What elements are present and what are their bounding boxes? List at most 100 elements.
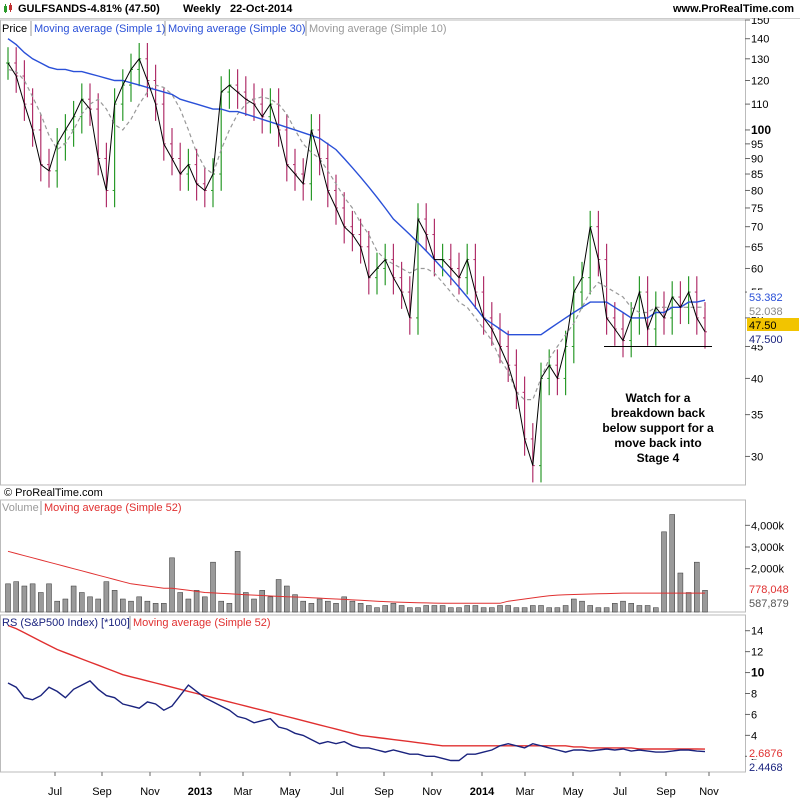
rs-value-tag: 2.4468 [749, 762, 783, 774]
volume-bar [128, 600, 134, 613]
volume-bar [653, 607, 659, 613]
volume-bar [513, 607, 520, 613]
volume-bar [702, 590, 708, 613]
price-panel: 1501401301201101009590858075706560555045… [0, 18, 799, 486]
price-y-tick-label: 70 [751, 222, 763, 234]
volume-bar [243, 592, 249, 613]
site-url[interactable]: www.ProRealTime.com [672, 3, 794, 15]
volume-bar [54, 600, 60, 613]
price-y-tick-label: 75 [751, 203, 763, 215]
price-y-tick-label: 140 [751, 34, 769, 46]
ma30-value-tag-bg [747, 290, 799, 303]
volume-bar [325, 600, 331, 613]
volume-bar [333, 603, 339, 613]
volume-bar [152, 603, 159, 613]
volume-bar [38, 592, 44, 613]
volume-bar [398, 605, 405, 613]
volume-frame [0, 499, 746, 613]
volume-bar [292, 594, 298, 613]
volume-bar [349, 600, 356, 613]
chart-date: 22-Oct-2014 [230, 3, 293, 15]
volume-bar [636, 605, 643, 613]
volume-legend-item: Moving average (Simple 52) [44, 502, 182, 514]
volume-bar [120, 598, 126, 613]
volume-bar [267, 596, 274, 613]
x-axis-label: 2013 [188, 786, 212, 798]
symbol-name: GULFSANDS [18, 3, 87, 15]
volume-bar [374, 607, 380, 613]
x-axis-label: Sep [656, 786, 676, 798]
annotation-line: Stage 4 [637, 451, 680, 465]
volume-bar [111, 590, 118, 613]
volume-bar [103, 581, 110, 613]
volume-bar [620, 600, 626, 613]
x-axis-label: Mar [234, 786, 253, 798]
volume-bar [218, 600, 224, 613]
volume-ma-value-tag: 778,048 [749, 584, 789, 596]
volume-bar [694, 561, 700, 613]
rs-legend-item: Moving average (Simple 52) [133, 617, 271, 629]
volume-bar [308, 603, 315, 613]
volume-bar [95, 598, 101, 613]
x-axis-label: 2014 [470, 786, 495, 798]
volume-bar [79, 592, 85, 613]
price-frame [0, 19, 746, 486]
rs-y-tick-label: 10 [751, 666, 765, 680]
ma10-value-tag-bg [747, 304, 799, 317]
rs-ma-line [7, 624, 706, 750]
volume-bar [603, 607, 610, 613]
volume-bar [685, 592, 692, 613]
price-y-tick-label: 85 [751, 169, 763, 181]
ma10-value-tag: 52.038 [749, 306, 783, 318]
copyright-text: © ProRealTime.com [4, 487, 103, 499]
volume-ma-value-tag-bg [747, 582, 799, 595]
volume-y-tick-label: 3,000k [751, 542, 785, 554]
volume-bar [448, 607, 454, 613]
volume-bar [612, 603, 618, 613]
volume-bar [456, 607, 462, 613]
rs-y-tick-label: 4 [751, 730, 757, 742]
x-axis-label: Nov [699, 786, 719, 798]
x-axis-label: Nov [422, 786, 442, 798]
rs-ma-value-tag-bg [747, 746, 799, 759]
price-value-tag-bg [747, 318, 799, 331]
ma10-line [7, 68, 706, 401]
price-y-tick-label: 110 [751, 99, 769, 111]
candlestick-logo-icon [4, 3, 12, 13]
volume-bar [226, 603, 233, 613]
chart-canvas: 1501401301201101009590858075706560555045… [0, 18, 799, 798]
price-y-tick-label: 90 [751, 154, 763, 166]
volume-bar [70, 585, 77, 613]
price-legend-item: Moving average (Simple 30) [168, 23, 306, 35]
volume-bar [21, 585, 28, 613]
volume-bar [530, 605, 536, 613]
x-axis: Jul Sep Nov 2013 Mar May Jul Sep Nov 2014 Mar May Ju… [48, 772, 719, 798]
volume-bar [644, 605, 651, 613]
price-legend-item: Price [2, 23, 27, 35]
volume-bar [562, 605, 569, 613]
volume-bar [423, 605, 429, 613]
volume-bar [136, 596, 142, 613]
volume-bar [177, 592, 183, 613]
rs-legend-item: RS (S&P500 Index) [*100] [2, 617, 130, 629]
volume-bar [316, 598, 323, 613]
volume-bar [341, 596, 347, 613]
price-y-tick-label: 100 [751, 123, 771, 137]
annotation-line: below support for a [602, 421, 714, 435]
price-legend-item: Moving average (Simple 10) [309, 23, 447, 35]
price-y-tick-label: 150 [751, 18, 769, 27]
close-line [7, 57, 706, 466]
volume-bar [521, 607, 528, 613]
volume-bar [161, 603, 167, 613]
volume-value-tag: 587,879 [749, 598, 789, 610]
volume-bar [202, 596, 208, 613]
volume-bar [489, 607, 495, 613]
ma1-value-tag-bg [747, 332, 799, 345]
annotation-line: breakdown back [611, 406, 705, 420]
rs-ma-value-tag: 2.6876 [749, 748, 783, 760]
volume-y-tick-label: 4,000k [751, 520, 785, 532]
volume-bar [546, 607, 552, 613]
volume-bar [259, 590, 265, 613]
rs-value-tag-bg [747, 760, 799, 773]
volume-bar [185, 598, 192, 613]
